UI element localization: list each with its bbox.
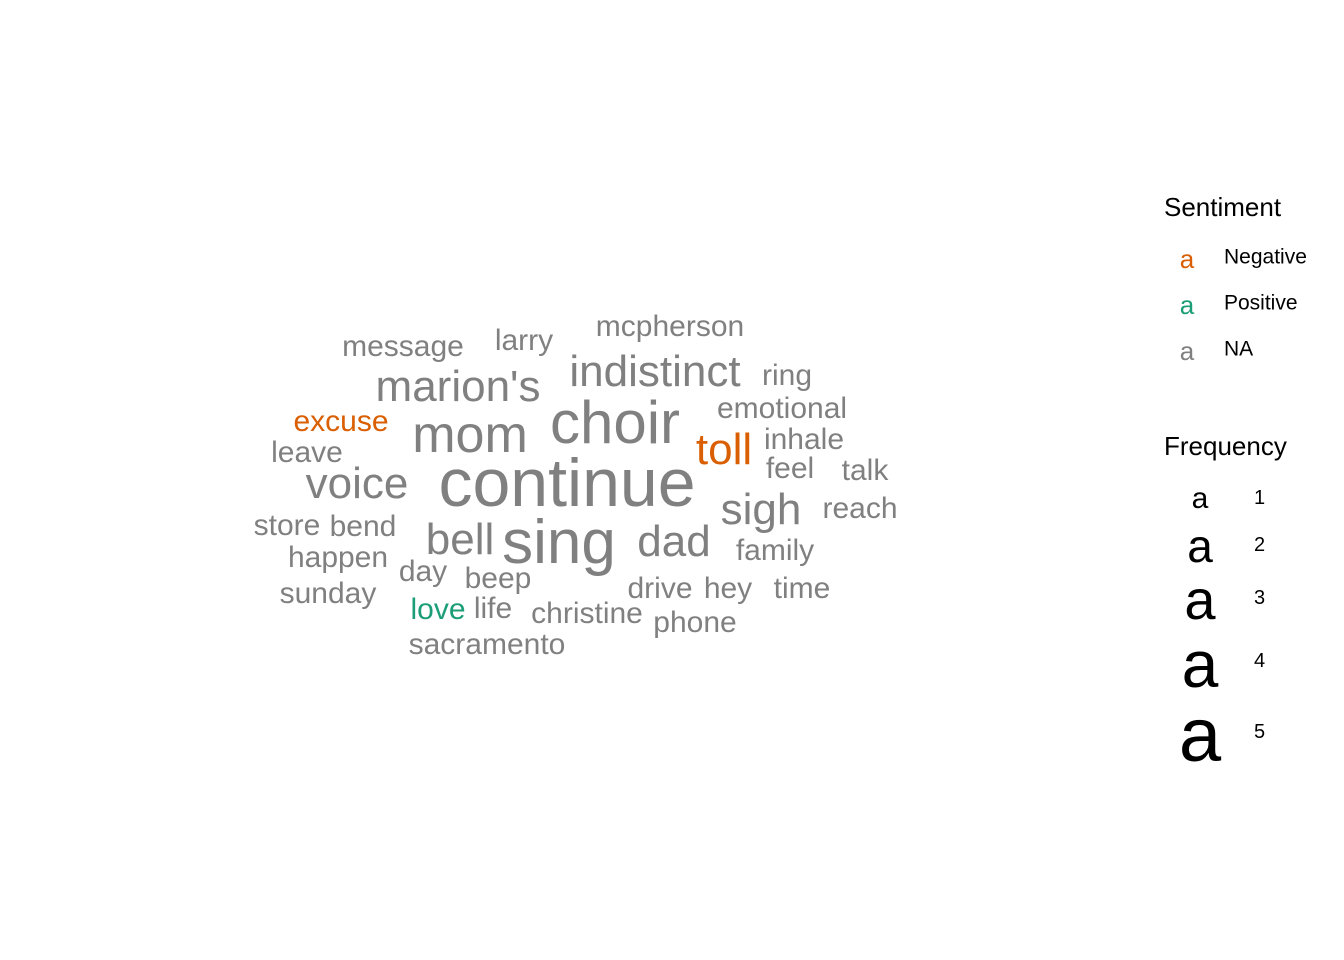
word-sigh: sigh <box>720 485 802 534</box>
word-talk: talk <box>841 454 889 487</box>
word-mcpherson: mcpherson <box>595 310 745 343</box>
word-excuse: excuse <box>293 405 389 438</box>
sentiment-key-label-negative: Negative <box>1224 245 1307 269</box>
word-christine: christine <box>531 597 643 630</box>
word-ring: ring <box>761 359 813 392</box>
word-bell: bell <box>425 515 495 564</box>
word-store: store <box>253 509 321 542</box>
word-hey: hey <box>703 572 753 605</box>
sentiment-key-glyph-positive: a <box>1179 290 1195 320</box>
frequency-legend-title: Frequency <box>1164 431 1287 461</box>
word-voice: voice <box>305 459 409 508</box>
sentiment-key-glyph-na: a <box>1179 336 1195 366</box>
word-time: time <box>773 572 831 605</box>
word-sing: sing <box>502 508 616 577</box>
frequency-key-glyph-3: a <box>1184 568 1216 631</box>
word-love: love <box>410 593 466 626</box>
word-inhale: inhale <box>763 423 845 456</box>
sentiment-key-glyph-negative: a <box>1179 244 1195 274</box>
word-emotional: emotional <box>716 392 848 425</box>
frequency-key-label-2: 2 <box>1254 534 1266 556</box>
word-family: family <box>735 534 815 567</box>
word-reach: reach <box>822 492 898 525</box>
word-phone: phone <box>653 606 737 639</box>
word-happen: happen <box>287 541 389 574</box>
word-larry: larry <box>494 324 554 357</box>
word-toll: toll <box>695 425 753 474</box>
sentiment-legend-title: Sentiment <box>1164 192 1282 222</box>
word-drive: drive <box>627 572 693 605</box>
word-dad: dad <box>637 517 711 566</box>
sentiment-key-label-positive: Positive <box>1224 291 1298 315</box>
word-sunday: sunday <box>279 577 377 610</box>
frequency-key-glyph-2: a <box>1187 520 1213 572</box>
word-message: message <box>342 330 464 363</box>
frequency-key-label-4: 4 <box>1254 650 1266 672</box>
frequency-key-glyph-4: a <box>1181 627 1219 701</box>
word-sacramento: sacramento <box>408 628 566 661</box>
word-indistinct: indistinct <box>569 347 741 396</box>
word-day: day <box>398 555 448 588</box>
word-leave: leave <box>271 436 343 469</box>
word-mom: mom <box>412 406 528 464</box>
frequency-key-label-5: 5 <box>1254 721 1266 743</box>
frequency-key-label-1: 1 <box>1254 487 1266 509</box>
frequency-key-label-3: 3 <box>1254 587 1266 609</box>
sentiment-key-label-na: NA <box>1224 337 1254 361</box>
word-continue: continue <box>438 445 696 521</box>
word-choir: choir <box>549 389 681 456</box>
word-life: life <box>473 592 513 625</box>
word-bend: bend <box>329 510 397 543</box>
word-beep: beep <box>464 562 532 595</box>
frequency-key-glyph-5: a <box>1178 693 1222 778</box>
word-marions: marion's <box>375 362 541 411</box>
frequency-key-glyph-1: a <box>1191 482 1209 515</box>
word-feel: feel <box>765 452 815 485</box>
